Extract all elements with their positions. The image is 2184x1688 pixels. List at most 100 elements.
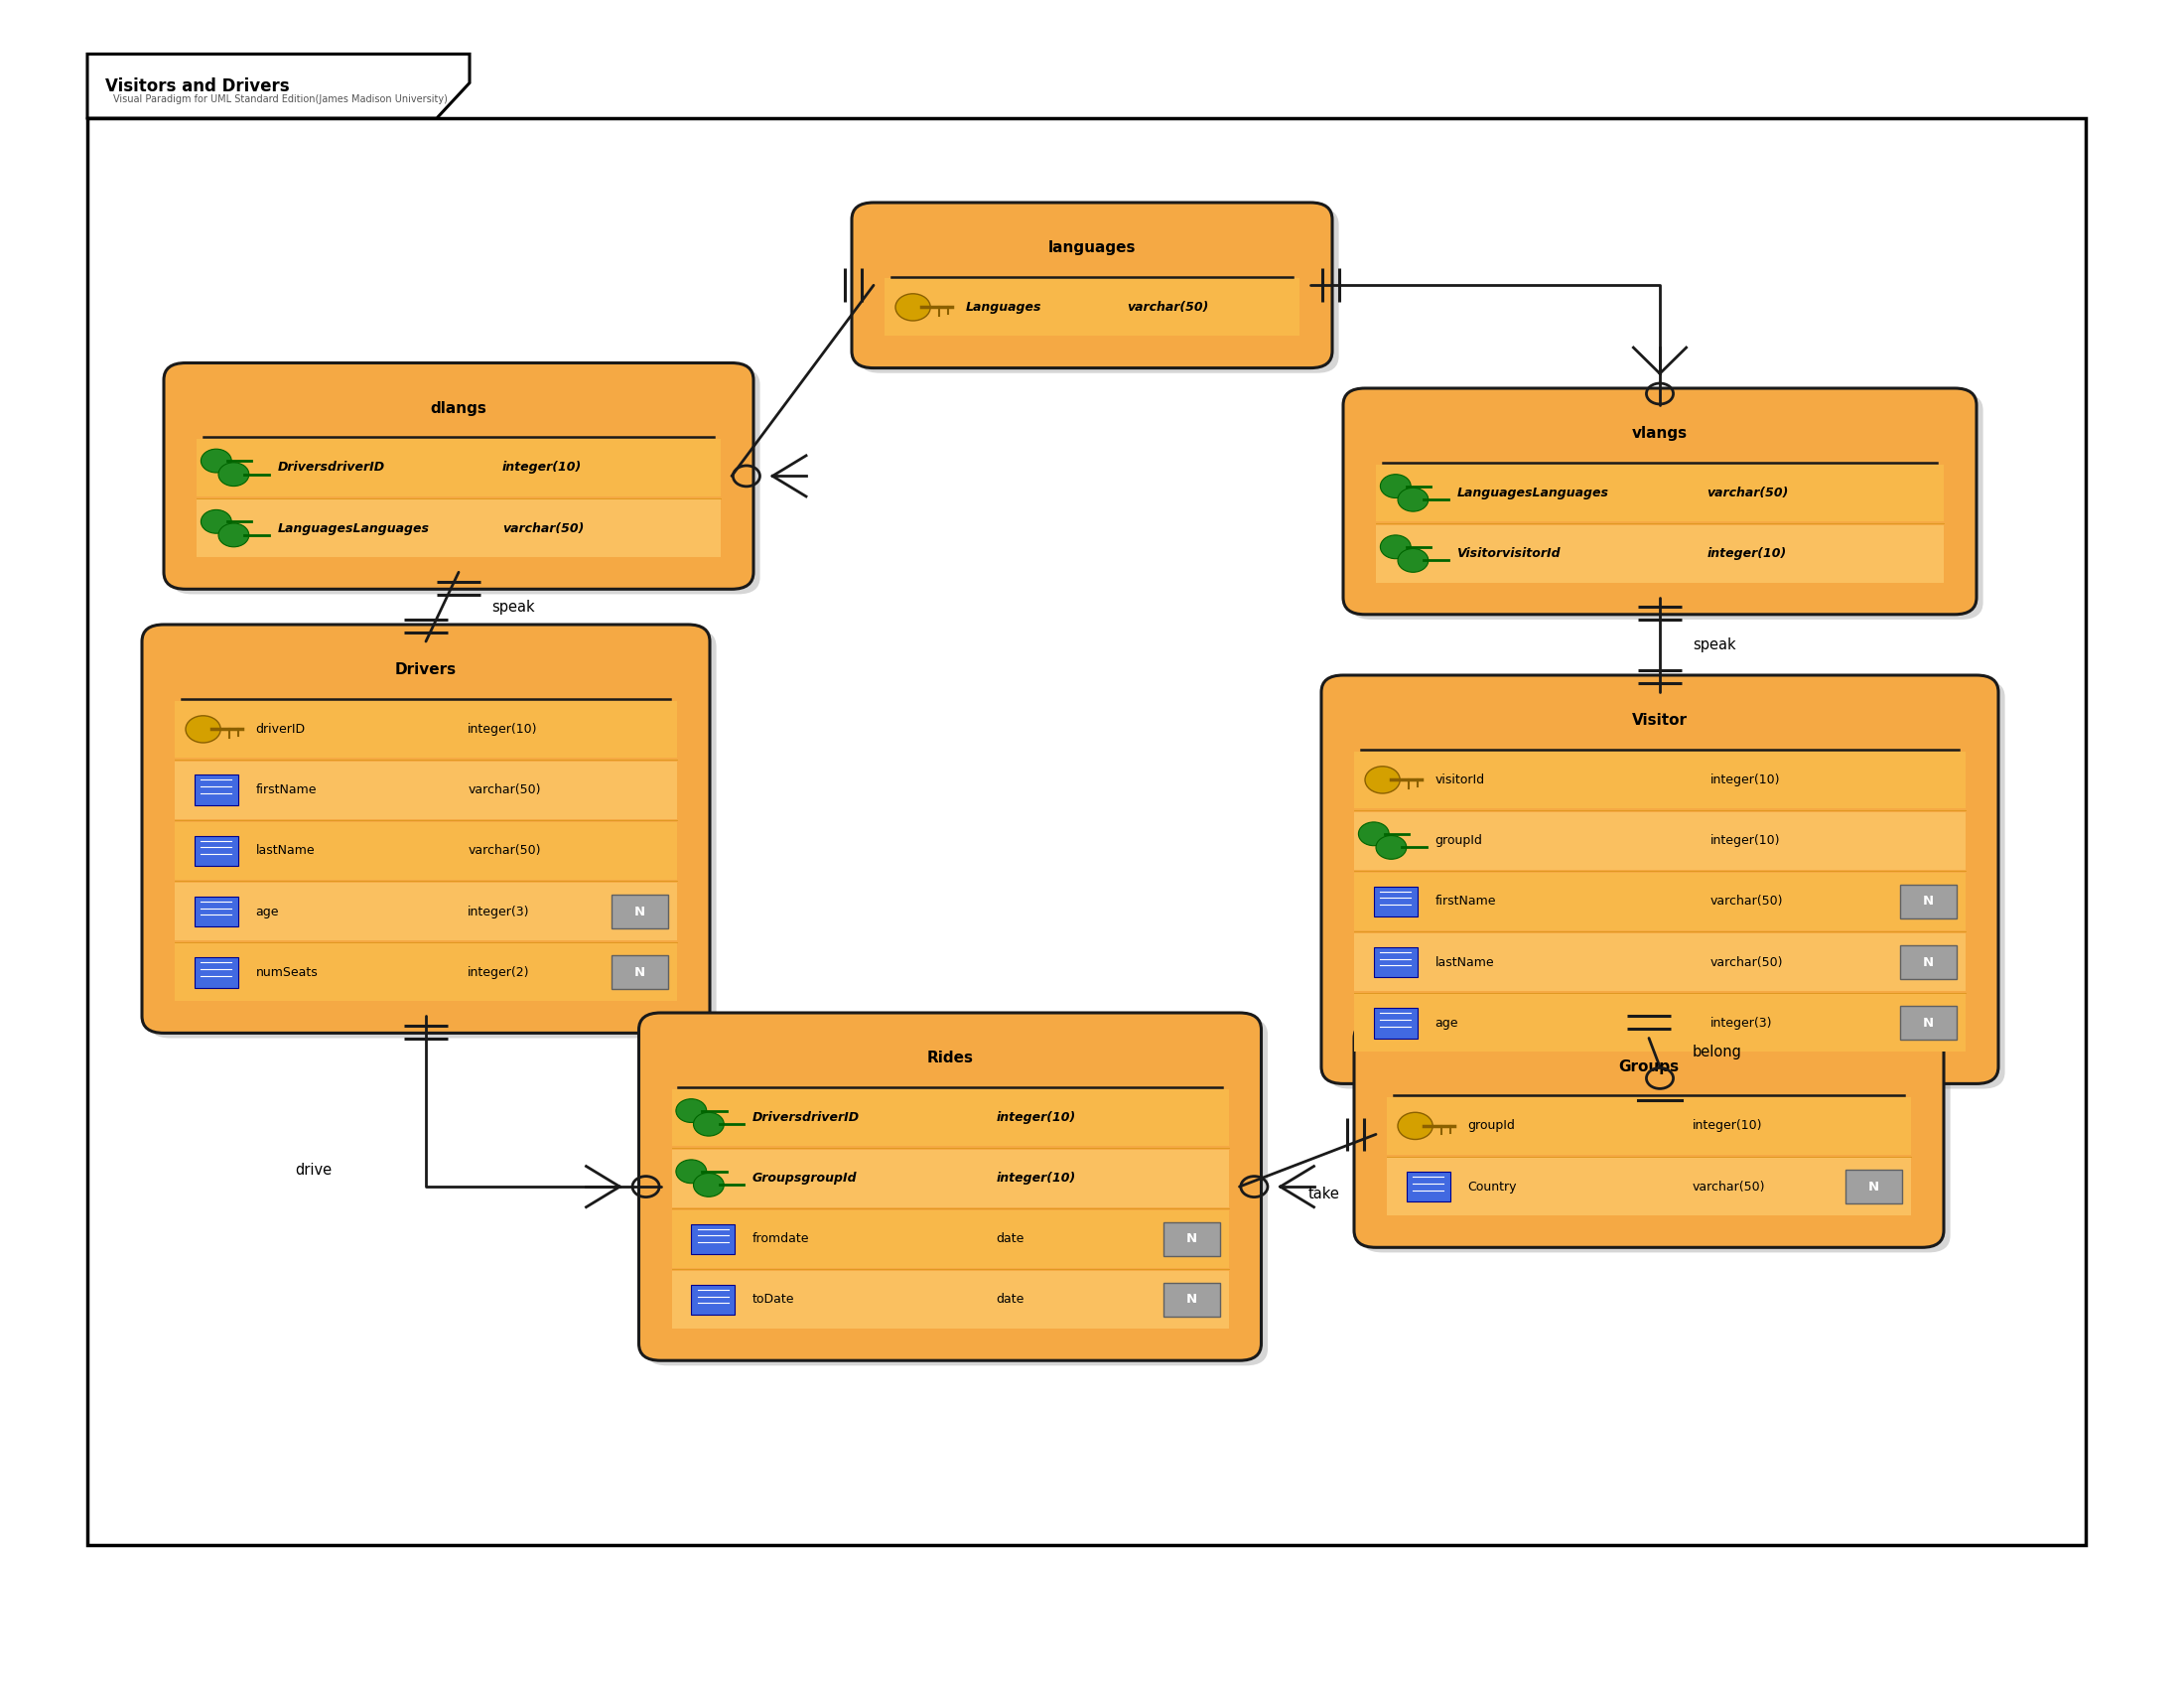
FancyBboxPatch shape <box>1361 1026 1950 1252</box>
Text: integer(10): integer(10) <box>1693 1119 1762 1133</box>
Circle shape <box>201 449 232 473</box>
Bar <box>87 118 2086 1545</box>
Circle shape <box>1398 1112 1433 1139</box>
Text: N: N <box>1922 1016 1935 1030</box>
Text: age: age <box>1435 1016 1459 1030</box>
Circle shape <box>1358 822 1389 846</box>
Text: integer(10): integer(10) <box>1708 547 1787 560</box>
Text: integer(2): integer(2) <box>467 966 531 979</box>
FancyBboxPatch shape <box>1376 464 1944 522</box>
Bar <box>1900 885 1957 918</box>
Text: age: age <box>256 905 280 918</box>
FancyBboxPatch shape <box>175 883 677 940</box>
Text: date: date <box>996 1232 1024 1246</box>
FancyBboxPatch shape <box>1376 525 1944 582</box>
FancyBboxPatch shape <box>164 363 753 589</box>
FancyBboxPatch shape <box>1387 1097 1911 1155</box>
FancyBboxPatch shape <box>673 1089 1227 1146</box>
Text: visitorId: visitorId <box>1435 773 1485 787</box>
Circle shape <box>1398 488 1428 511</box>
Circle shape <box>201 510 232 533</box>
FancyBboxPatch shape <box>852 203 1332 368</box>
FancyBboxPatch shape <box>142 625 710 1033</box>
Bar <box>1845 1170 1902 1204</box>
Text: fromdate: fromdate <box>751 1232 810 1246</box>
Text: drive: drive <box>295 1163 332 1177</box>
FancyBboxPatch shape <box>646 1018 1267 1366</box>
Bar <box>1406 1171 1450 1202</box>
FancyBboxPatch shape <box>1354 751 1966 809</box>
Text: N: N <box>1867 1180 1880 1193</box>
FancyBboxPatch shape <box>1354 1021 1944 1247</box>
Text: N: N <box>633 966 646 979</box>
Text: Languages: Languages <box>965 300 1042 314</box>
Polygon shape <box>87 54 470 118</box>
Bar <box>1374 947 1417 977</box>
Text: speak: speak <box>491 599 535 614</box>
Text: integer(10): integer(10) <box>502 461 581 474</box>
Text: lastName: lastName <box>1435 955 1494 969</box>
FancyBboxPatch shape <box>175 944 677 1001</box>
Text: DriversdriverID: DriversdriverID <box>751 1111 860 1124</box>
FancyBboxPatch shape <box>1354 933 1966 991</box>
FancyBboxPatch shape <box>197 439 721 496</box>
Text: firstName: firstName <box>1435 895 1496 908</box>
FancyBboxPatch shape <box>638 1013 1262 1361</box>
Bar <box>194 836 238 866</box>
Circle shape <box>186 716 221 743</box>
Bar <box>194 896 238 927</box>
Bar <box>612 955 668 989</box>
Text: take: take <box>1308 1187 1339 1202</box>
Text: date: date <box>996 1293 1024 1307</box>
Text: toDate: toDate <box>751 1293 795 1307</box>
Circle shape <box>895 294 930 321</box>
FancyBboxPatch shape <box>1354 994 1966 1052</box>
Text: N: N <box>1922 955 1935 969</box>
Text: firstName: firstName <box>256 783 317 797</box>
Text: varchar(50): varchar(50) <box>467 783 542 797</box>
FancyBboxPatch shape <box>885 279 1299 336</box>
Text: N: N <box>1922 895 1935 908</box>
Circle shape <box>1365 766 1400 793</box>
FancyBboxPatch shape <box>1354 812 1966 869</box>
Text: Groups: Groups <box>1618 1060 1679 1074</box>
Text: DriversdriverID: DriversdriverID <box>277 461 384 474</box>
Bar <box>690 1224 734 1254</box>
FancyBboxPatch shape <box>170 368 760 594</box>
Text: Visual Paradigm for UML Standard Edition(James Madison University): Visual Paradigm for UML Standard Edition… <box>114 95 448 105</box>
Circle shape <box>677 1160 705 1183</box>
Text: N: N <box>1186 1293 1197 1307</box>
FancyBboxPatch shape <box>1350 393 1983 619</box>
Text: integer(10): integer(10) <box>996 1111 1077 1124</box>
Circle shape <box>695 1173 723 1197</box>
Text: vlangs: vlangs <box>1631 427 1688 441</box>
FancyBboxPatch shape <box>1328 680 2005 1089</box>
Text: Rides: Rides <box>926 1052 974 1065</box>
Circle shape <box>218 523 249 547</box>
Text: integer(3): integer(3) <box>467 905 531 918</box>
Text: varchar(50): varchar(50) <box>1127 300 1208 314</box>
Bar <box>194 775 238 805</box>
Text: VisitorvisitorId: VisitorvisitorId <box>1457 547 1562 560</box>
Text: varchar(50): varchar(50) <box>502 522 583 535</box>
FancyBboxPatch shape <box>1387 1158 1911 1215</box>
Text: varchar(50): varchar(50) <box>467 844 542 858</box>
Bar <box>690 1285 734 1315</box>
Text: integer(3): integer(3) <box>1710 1016 1773 1030</box>
Text: GroupsgroupId: GroupsgroupId <box>751 1171 858 1185</box>
Text: integer(10): integer(10) <box>1710 834 1780 847</box>
Text: varchar(50): varchar(50) <box>1708 486 1789 500</box>
Text: Country: Country <box>1468 1180 1516 1193</box>
FancyBboxPatch shape <box>175 761 677 819</box>
Text: dlangs: dlangs <box>430 402 487 415</box>
Circle shape <box>1380 535 1411 559</box>
Bar <box>612 895 668 928</box>
Bar <box>194 957 238 987</box>
Text: numSeats: numSeats <box>256 966 319 979</box>
Text: varchar(50): varchar(50) <box>1710 955 1784 969</box>
Text: integer(10): integer(10) <box>1710 773 1780 787</box>
Text: Visitors and Drivers: Visitors and Drivers <box>105 78 288 95</box>
FancyBboxPatch shape <box>149 630 716 1038</box>
Bar <box>1162 1283 1219 1317</box>
FancyBboxPatch shape <box>197 500 721 557</box>
